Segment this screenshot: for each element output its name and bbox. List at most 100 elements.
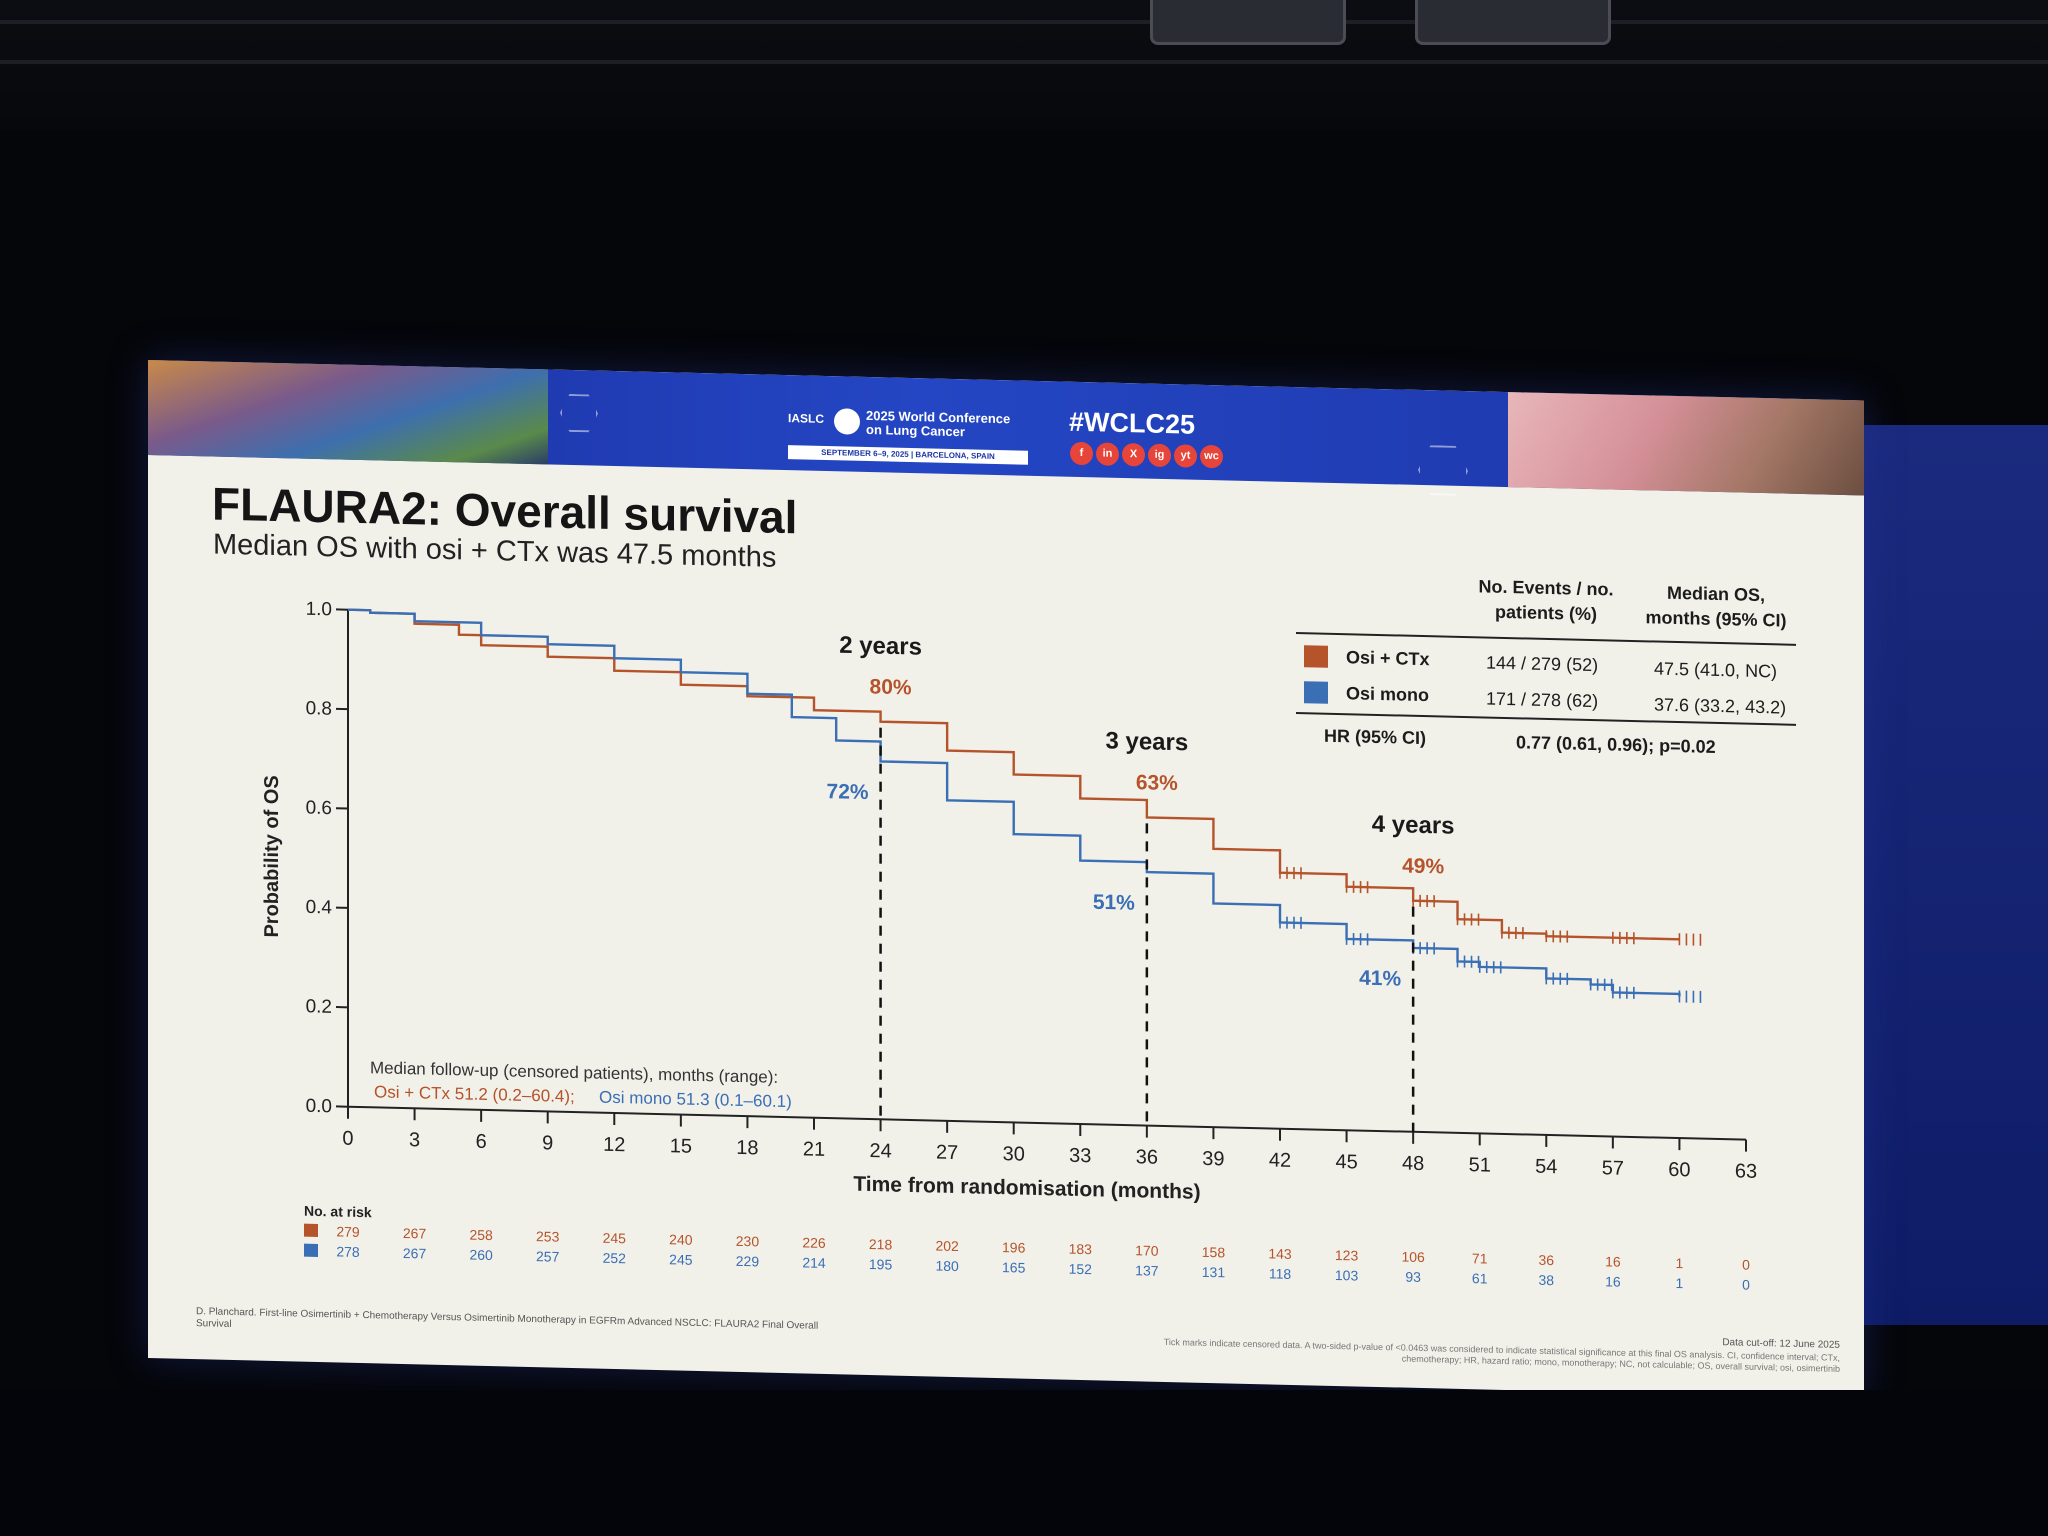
risk-count-osi-ctx: 218 bbox=[869, 1236, 893, 1253]
x-tick-label: 6 bbox=[476, 1131, 487, 1153]
km-curve-osi-mono bbox=[348, 608, 1681, 997]
risk-count-osi-ctx: 279 bbox=[336, 1223, 360, 1240]
risk-count-osi-ctx: 183 bbox=[1069, 1241, 1093, 1258]
presentation-slide: IASLC 2025 World Conference on Lung Canc… bbox=[148, 360, 1864, 1399]
landmark-osi-ctx-value: 80% bbox=[870, 675, 912, 699]
col-header-events: No. Events / no. patients (%) bbox=[1478, 576, 1614, 625]
x-tick-label: 0 bbox=[342, 1128, 353, 1150]
row-median: 47.5 (41.0, NC) bbox=[1654, 658, 1778, 682]
followup-osi-ctx: Osi + CTx 51.2 (0.2–60.4); bbox=[374, 1082, 575, 1106]
risk-count-osi-mono: 38 bbox=[1538, 1272, 1554, 1288]
risk-count-osi-ctx: 258 bbox=[469, 1227, 493, 1244]
risk-count-osi-ctx: 143 bbox=[1268, 1245, 1292, 1262]
risk-count-osi-ctx: 253 bbox=[536, 1228, 560, 1245]
x-tick-label: 15 bbox=[670, 1135, 692, 1158]
x-tick-label: 9 bbox=[542, 1132, 553, 1154]
risk-count-osi-mono: 131 bbox=[1202, 1264, 1226, 1281]
y-axis-title: Probability of OS bbox=[261, 775, 283, 938]
row-median: 37.6 (33.2, 43.2) bbox=[1654, 694, 1787, 718]
x-tick-label: 48 bbox=[1402, 1153, 1424, 1176]
ceiling-truss bbox=[0, 0, 2048, 130]
y-tick-label: 0.4 bbox=[306, 897, 333, 919]
x-tick-label: 42 bbox=[1269, 1149, 1291, 1172]
risk-count-osi-mono: 180 bbox=[935, 1258, 959, 1275]
y-tick-label: 0.8 bbox=[306, 698, 332, 720]
stage-light bbox=[1150, 0, 1346, 45]
risk-count-osi-mono: 267 bbox=[403, 1245, 427, 1262]
risk-count-osi-ctx: 230 bbox=[736, 1233, 760, 1250]
risk-count-osi-ctx: 0 bbox=[1742, 1257, 1750, 1273]
risk-count-osi-mono: 229 bbox=[736, 1253, 760, 1270]
risk-count-osi-mono: 245 bbox=[669, 1251, 693, 1268]
followup-osi-mono: Osi mono 51.3 (0.1–60.1) bbox=[599, 1088, 792, 1112]
legend-swatch-osi-mono bbox=[1304, 681, 1328, 704]
y-tick-label: 0.0 bbox=[306, 1096, 332, 1118]
risk-count-osi-ctx: 1 bbox=[1676, 1255, 1684, 1271]
x-tick-label: 30 bbox=[1003, 1143, 1025, 1166]
truss-bar bbox=[0, 60, 2048, 64]
risk-count-osi-ctx: 245 bbox=[603, 1230, 627, 1247]
landmark-label: 2 years bbox=[839, 632, 922, 661]
y-tick-label: 1.0 bbox=[306, 599, 332, 621]
col-header-median: Median OS, months (95% CI) bbox=[1645, 582, 1787, 631]
risk-count-osi-mono: 260 bbox=[469, 1247, 493, 1264]
x-tick-label: 24 bbox=[869, 1140, 891, 1163]
x-tick-label: 36 bbox=[1136, 1146, 1158, 1169]
risk-count-osi-mono: 257 bbox=[536, 1248, 560, 1265]
risk-count-osi-mono: 165 bbox=[1002, 1259, 1026, 1276]
risk-count-osi-mono: 118 bbox=[1269, 1265, 1292, 1282]
risk-table-label: No. at risk bbox=[304, 1203, 372, 1221]
side-screen bbox=[1860, 425, 2048, 1325]
x-tick-label: 18 bbox=[736, 1137, 758, 1160]
x-tick-label: 33 bbox=[1069, 1145, 1091, 1168]
km-chart: 0.00.20.40.60.81.00 3 6 9 12 15 18 21 24 27 30 33 36… bbox=[261, 599, 1757, 1293]
risk-count-osi-ctx: 158 bbox=[1202, 1244, 1226, 1261]
landmark-label: 3 years bbox=[1105, 727, 1188, 756]
risk-count-osi-mono: 1 bbox=[1676, 1275, 1684, 1291]
landmark-osi-mono-value: 41% bbox=[1359, 967, 1401, 991]
risk-count-osi-mono: 152 bbox=[1069, 1261, 1093, 1278]
x-tick-label: 45 bbox=[1335, 1151, 1357, 1174]
risk-count-osi-mono: 93 bbox=[1405, 1269, 1421, 1285]
x-tick-label: 39 bbox=[1202, 1148, 1224, 1171]
row-name: Osi mono bbox=[1346, 683, 1430, 706]
y-tick-label: 0.2 bbox=[306, 996, 332, 1018]
x-axis-line bbox=[348, 1105, 1746, 1141]
risk-count-osi-mono: 0 bbox=[1742, 1277, 1750, 1293]
landmark-label: 4 years bbox=[1372, 811, 1455, 840]
risk-swatch-osi-mono bbox=[304, 1243, 318, 1258]
x-tick-label: 54 bbox=[1535, 1156, 1557, 1179]
x-tick-label: 60 bbox=[1668, 1159, 1690, 1182]
risk-count-osi-ctx: 71 bbox=[1472, 1250, 1488, 1266]
auditorium-floor bbox=[0, 1390, 2048, 1536]
x-tick-label: 12 bbox=[603, 1134, 625, 1157]
x-tick-label: 3 bbox=[409, 1129, 420, 1151]
landmark-osi-ctx-value: 49% bbox=[1402, 854, 1444, 878]
risk-swatch-osi-ctx bbox=[304, 1223, 318, 1238]
hr-label: HR (95% CI) bbox=[1324, 725, 1427, 749]
x-tick-label: 57 bbox=[1602, 1157, 1624, 1180]
truss-bar bbox=[0, 20, 2048, 24]
risk-count-osi-ctx: 226 bbox=[802, 1234, 826, 1251]
stage-light bbox=[1415, 0, 1611, 45]
risk-count-osi-ctx: 240 bbox=[669, 1231, 693, 1248]
row-name: Osi + CTx bbox=[1346, 647, 1430, 670]
x-tick-label: 51 bbox=[1469, 1154, 1491, 1177]
risk-count-osi-mono: 103 bbox=[1335, 1267, 1359, 1284]
x-axis-title: Time from randomisation (months) bbox=[853, 1173, 1200, 1204]
x-tick-label: 21 bbox=[803, 1138, 825, 1161]
row-events: 144 / 279 (52) bbox=[1486, 652, 1599, 676]
risk-count-osi-ctx: 106 bbox=[1401, 1249, 1425, 1266]
landmark-osi-mono-value: 72% bbox=[827, 780, 869, 804]
x-tick-label: 27 bbox=[936, 1142, 958, 1165]
landmark-osi-mono-value: 51% bbox=[1093, 891, 1135, 915]
km-curve-osi-ctx bbox=[348, 608, 1680, 941]
risk-count-osi-mono: 61 bbox=[1472, 1270, 1488, 1286]
row-events: 171 / 278 (62) bbox=[1486, 688, 1599, 712]
risk-count-osi-mono: 195 bbox=[869, 1256, 893, 1273]
x-tick-label: 63 bbox=[1735, 1160, 1757, 1183]
landmark-osi-ctx-value: 63% bbox=[1136, 771, 1178, 795]
risk-count-osi-ctx: 202 bbox=[935, 1238, 959, 1255]
risk-count-osi-ctx: 267 bbox=[403, 1225, 427, 1242]
risk-count-osi-mono: 16 bbox=[1605, 1273, 1621, 1289]
